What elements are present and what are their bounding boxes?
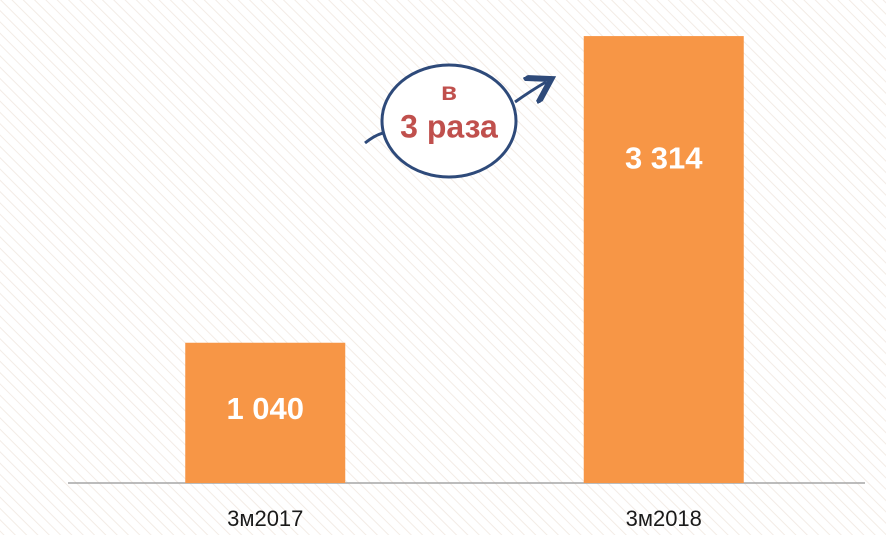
annotation: в bbox=[441, 76, 457, 106]
value-label: 3 314 bbox=[625, 140, 703, 175]
x-tick-label: 3м2017 bbox=[227, 506, 303, 531]
arrow-head bbox=[514, 82, 546, 102]
bar bbox=[583, 36, 744, 483]
annotation-circle bbox=[380, 63, 518, 179]
annotation: 3 раза bbox=[400, 108, 498, 144]
x-tick-label: 3м2018 bbox=[626, 506, 702, 531]
arrow-tail bbox=[364, 131, 384, 145]
bar bbox=[185, 342, 346, 483]
value-label: 1 040 bbox=[226, 391, 304, 426]
